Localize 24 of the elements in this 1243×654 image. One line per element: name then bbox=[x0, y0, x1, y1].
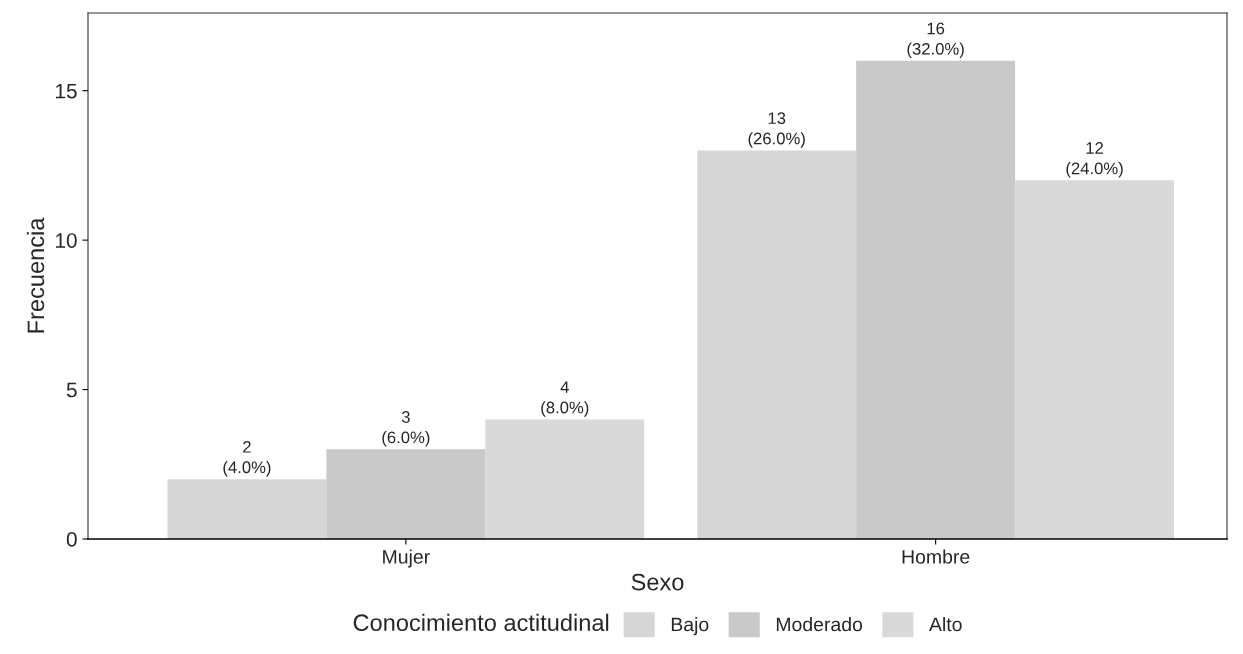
y-tick-label: 10 bbox=[56, 233, 77, 248]
data-label: 12 (24.0%) bbox=[1066, 142, 1123, 178]
x-tick-label: Hombre bbox=[902, 549, 970, 564]
bar bbox=[167, 479, 327, 539]
y-tick-label: 15 bbox=[56, 83, 77, 99]
x-axis-title: Sexo bbox=[631, 573, 684, 591]
legend-title: Conocimiento actitudinal bbox=[353, 613, 609, 632]
data-label: 16 (32.0%) bbox=[907, 22, 964, 59]
data-label: 2 (4.0%) bbox=[223, 440, 271, 477]
data-label: 3 (6.0%) bbox=[382, 411, 430, 447]
bar bbox=[485, 419, 645, 539]
x-tick-label: Mujer bbox=[383, 549, 430, 568]
y-axis-title: Frecuencia bbox=[26, 217, 45, 333]
bar bbox=[697, 150, 857, 539]
data-label: 13 (26.0%) bbox=[748, 112, 805, 148]
legend-label: Alto bbox=[929, 617, 962, 632]
bar bbox=[856, 60, 1016, 539]
y-tick-label: 5 bbox=[66, 382, 77, 398]
legend-label: Bajo bbox=[671, 617, 709, 636]
bar bbox=[326, 449, 486, 539]
bar bbox=[1015, 180, 1175, 539]
legend-label: Moderado bbox=[776, 617, 863, 632]
y-tick-label: 0 bbox=[66, 532, 77, 547]
data-label: 4 (8.0%) bbox=[541, 381, 589, 417]
